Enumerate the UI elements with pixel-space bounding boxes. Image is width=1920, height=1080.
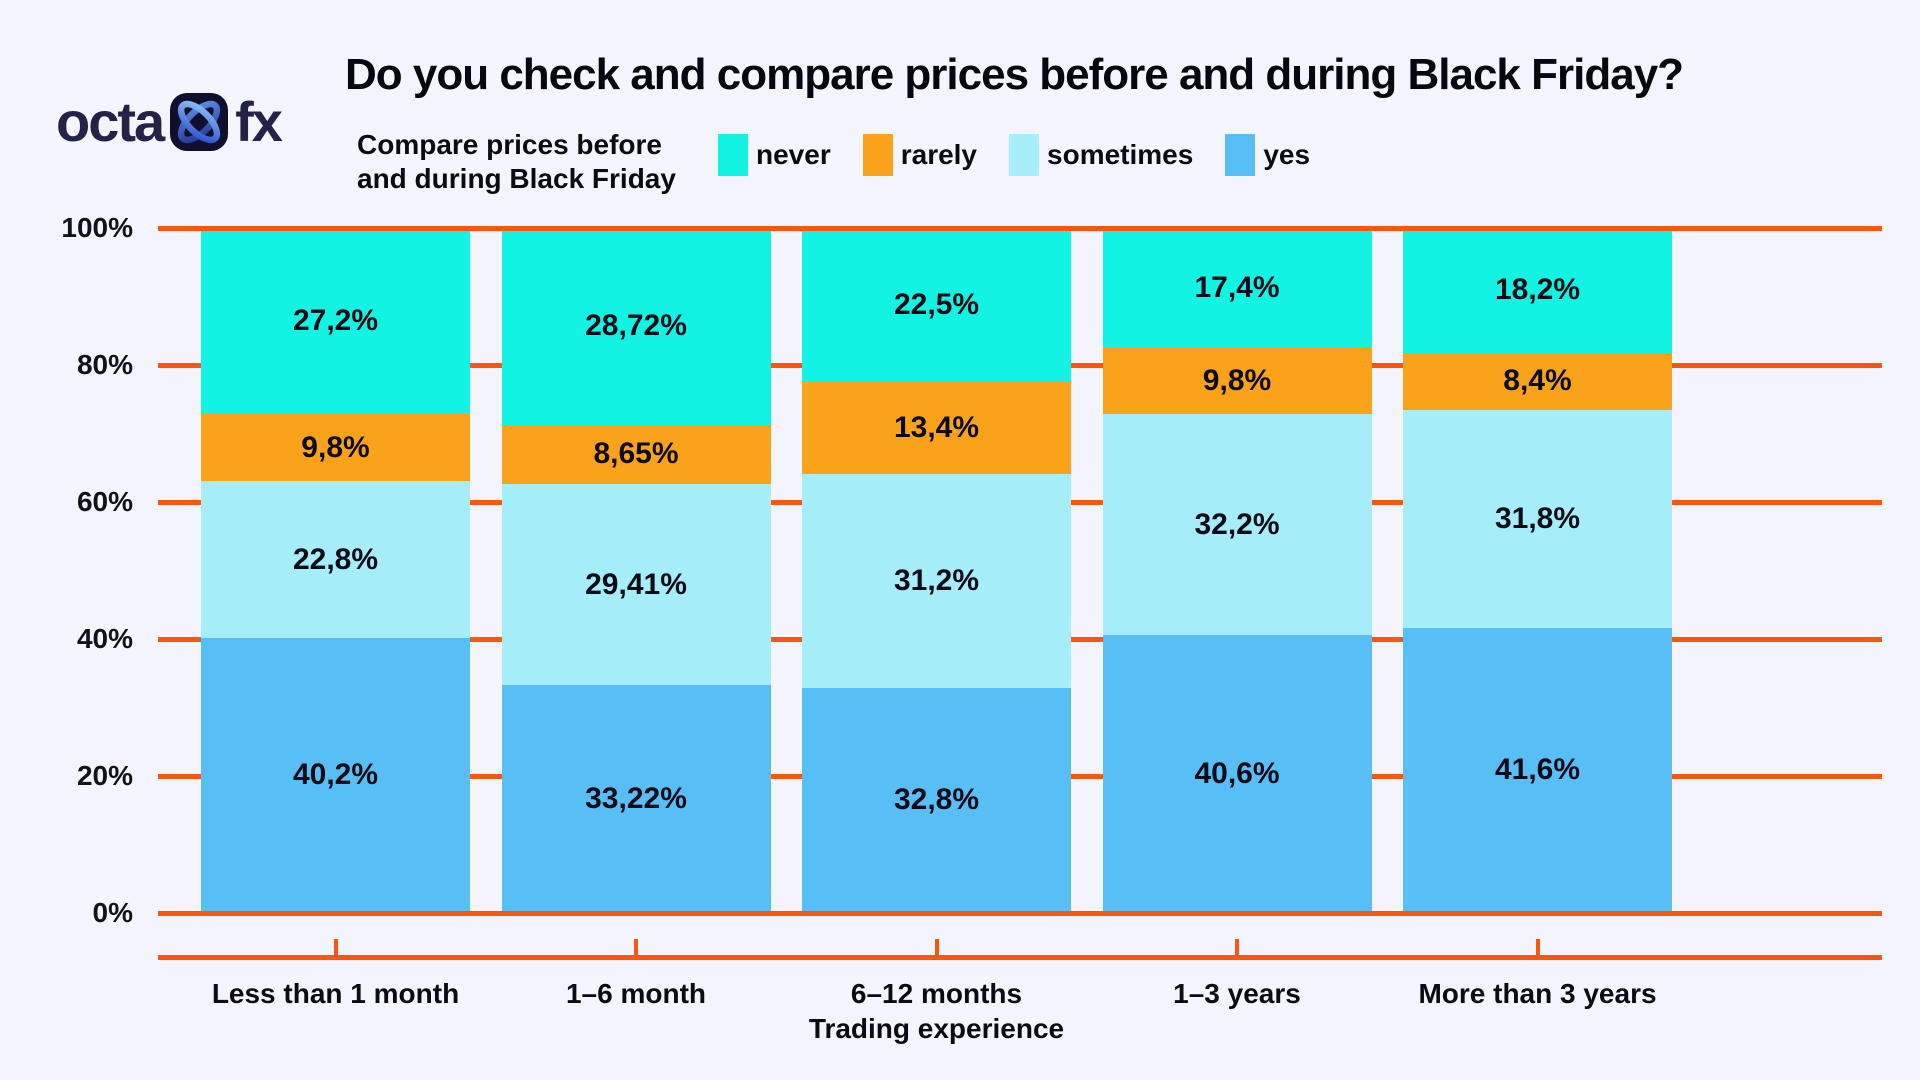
bar-segment-yes: 32,8% bbox=[802, 687, 1071, 913]
bar-column-3: 22,5% 13,4% 31,2% 32,8% bbox=[802, 228, 1071, 913]
bar-value-label: 31,2% bbox=[893, 563, 980, 597]
x-axis-tick bbox=[1535, 939, 1540, 955]
octafx-logo: octa fx bbox=[56, 90, 283, 153]
x-axis-category-label: 1–3 years bbox=[1077, 976, 1397, 1011]
bar-column-5: 18,2% 8,4% 31,8% 41,6% bbox=[1403, 228, 1672, 913]
bar-value-label: 8,65% bbox=[593, 437, 679, 471]
y-axis-label-20: 20% bbox=[76, 760, 133, 791]
legend-label: rarely bbox=[900, 139, 978, 170]
y-axis-label-0: 0% bbox=[92, 897, 133, 928]
gridline-0 bbox=[158, 910, 1882, 916]
x-axis-category-text: Less than 1 month bbox=[211, 978, 460, 1009]
legend-swatch-yes bbox=[1225, 134, 1256, 176]
legend-item-yes: yes bbox=[1225, 134, 1310, 176]
bar-value-label: 41,6% bbox=[1494, 753, 1581, 787]
bar-segment-yes: 41,6% bbox=[1403, 628, 1672, 913]
bar-segment-sometimes: 32,2% bbox=[1102, 414, 1372, 635]
stacked-bar-plot: 27,2% 9,8% 22,8% 40,2% 28,72% 8,65% 29,41% 33,2… bbox=[158, 225, 1882, 916]
x-axis-category-label: 1–6 month bbox=[476, 976, 796, 1011]
bar-segment-sometimes: 31,2% bbox=[802, 473, 1071, 688]
legend-item-never: never bbox=[718, 134, 831, 176]
x-axis-category-text: More than 3 years bbox=[1418, 978, 1657, 1009]
bar-value-label: 40,6% bbox=[1194, 756, 1280, 790]
bar-value-label: 22,5% bbox=[893, 288, 980, 322]
chart-subtitle-line2: and during Black Friday bbox=[357, 163, 676, 194]
bar-column-4: 17,4% 9,8% 32,2% 40,6% bbox=[1102, 228, 1372, 913]
x-axis-title: Trading experience bbox=[808, 1013, 1065, 1044]
bar-segment-never: 22,5% bbox=[802, 228, 1071, 383]
x-axis-tick bbox=[934, 939, 939, 955]
bar-value-label: 8,4% bbox=[1503, 364, 1572, 398]
x-axis-category-label: 6–12 months Trading experience bbox=[777, 976, 1097, 1046]
bar-value-label: 9,8% bbox=[301, 430, 370, 464]
bar-value-label: 28,72% bbox=[585, 309, 687, 343]
x-axis-category-label: More than 3 years bbox=[1378, 976, 1698, 1011]
bar-segment-never: 27,2% bbox=[201, 228, 470, 415]
logo-text-fx: fx bbox=[235, 90, 283, 153]
bar-value-label: 17,4% bbox=[1194, 270, 1280, 304]
bar-segment-never: 28,72% bbox=[501, 228, 771, 425]
bar-segment-never: 17,4% bbox=[1102, 228, 1372, 348]
legend-item-rarely: rarely bbox=[862, 134, 978, 176]
x-axis-category-label: Less than 1 month bbox=[176, 976, 496, 1011]
chart-title: Do you check and compare prices before a… bbox=[345, 50, 1684, 99]
x-axis-tick bbox=[634, 939, 638, 955]
chart-subtitle-line1: Compare prices before bbox=[357, 129, 662, 160]
legend-swatch-sometimes bbox=[1009, 134, 1040, 176]
octafx-x-icon bbox=[170, 93, 229, 151]
bar-column-2: 28,72% 8,65% 29,41% 33,22% bbox=[501, 228, 771, 913]
x-axis-tick bbox=[1235, 939, 1239, 955]
legend-swatch-rarely bbox=[862, 134, 893, 176]
legend-label: yes bbox=[1263, 139, 1311, 170]
legend-label: never bbox=[756, 139, 831, 170]
y-axis-label-100: 100% bbox=[61, 212, 133, 243]
bar-value-label: 31,8% bbox=[1494, 502, 1581, 536]
bar-segment-sometimes: 31,8% bbox=[1403, 410, 1672, 629]
bar-column-1: 27,2% 9,8% 22,8% 40,2% bbox=[201, 228, 470, 913]
legend-swatch-never bbox=[718, 134, 748, 176]
legend-label: sometimes bbox=[1047, 139, 1194, 170]
chart-subtitle: Compare prices before and during Black F… bbox=[357, 128, 676, 196]
x-axis-line bbox=[158, 955, 1882, 960]
bar-segment-yes: 33,22% bbox=[501, 685, 771, 913]
y-axis-label-80: 80% bbox=[76, 349, 133, 380]
bar-value-label: 40,2% bbox=[292, 758, 379, 792]
bar-value-label: 13,4% bbox=[893, 411, 980, 445]
bar-segment-rarely: 9,8% bbox=[201, 414, 470, 482]
y-axis-label-60: 60% bbox=[76, 486, 133, 517]
bar-value-label: 22,8% bbox=[292, 542, 379, 576]
legend-item-sometimes: sometimes bbox=[1009, 134, 1193, 176]
bar-value-label: 33,22% bbox=[585, 782, 687, 816]
x-axis-category-text: 6–12 months bbox=[850, 978, 1023, 1009]
bar-segment-rarely: 8,4% bbox=[1403, 352, 1672, 411]
bar-segment-yes: 40,2% bbox=[201, 637, 470, 913]
logo-text-octa: octa bbox=[56, 90, 165, 153]
bar-value-label: 18,2% bbox=[1494, 273, 1581, 307]
x-axis-category-text: 1–3 years bbox=[1173, 978, 1301, 1009]
bar-segment-sometimes: 29,41% bbox=[501, 483, 771, 686]
bar-segment-never: 18,2% bbox=[1403, 228, 1672, 353]
bar-value-label: 29,41% bbox=[585, 567, 687, 601]
bar-segment-rarely: 9,8% bbox=[1102, 347, 1372, 415]
bar-segment-sometimes: 22,8% bbox=[201, 481, 470, 638]
bar-segment-rarely: 8,65% bbox=[501, 424, 771, 484]
bar-value-label: 27,2% bbox=[292, 304, 379, 338]
bar-segment-rarely: 13,4% bbox=[802, 382, 1071, 474]
chart-legend: never rarely sometimes yes bbox=[718, 134, 1310, 176]
bar-value-label: 9,8% bbox=[1202, 363, 1272, 397]
x-axis-category-text: 1–6 month bbox=[565, 978, 707, 1009]
gridline-100 bbox=[158, 225, 1882, 231]
bar-segment-yes: 40,6% bbox=[1102, 634, 1372, 913]
bar-value-label: 32,2% bbox=[1194, 507, 1280, 541]
y-axis-label-40: 40% bbox=[76, 623, 133, 654]
bar-value-label: 32,8% bbox=[893, 782, 980, 816]
x-axis-tick bbox=[333, 939, 338, 955]
